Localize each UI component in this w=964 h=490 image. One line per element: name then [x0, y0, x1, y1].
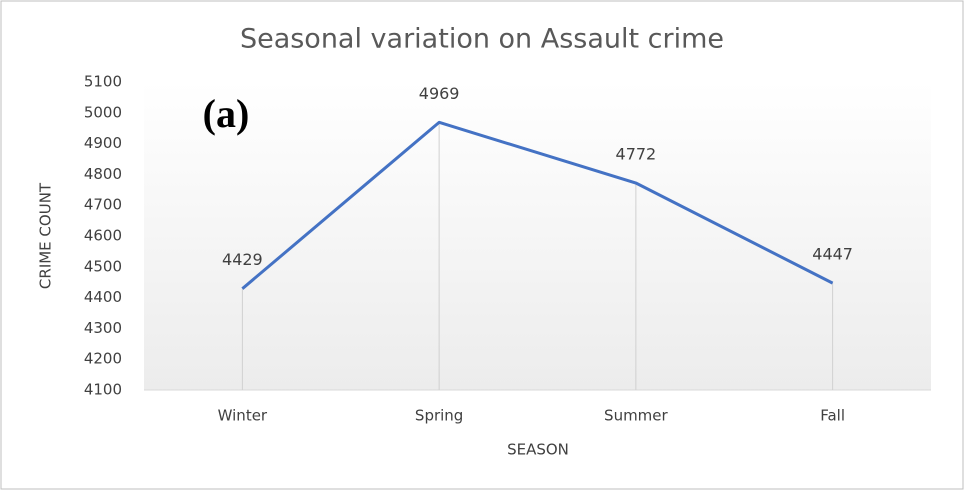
y-tick-label: 4900	[84, 134, 122, 152]
y-tick-label: 4100	[84, 381, 122, 399]
y-tick-label: 4300	[84, 319, 122, 337]
x-tick-label: Summer	[604, 407, 668, 425]
y-tick-label: 4800	[84, 165, 122, 183]
y-axis-label: CRIME COUNT	[37, 182, 55, 289]
y-tick-label: 4700	[84, 196, 122, 214]
annotation: (a)	[203, 91, 250, 136]
data-label: 4772	[616, 145, 657, 164]
y-tick-label: 4600	[84, 227, 122, 245]
x-tick-label: Spring	[415, 407, 463, 425]
y-tick-label: 5100	[84, 73, 122, 91]
x-axis-label: SEASON	[507, 441, 569, 459]
data-label: 4429	[222, 250, 263, 269]
x-tick-label: Winter	[218, 407, 268, 425]
y-tick-label: 4500	[84, 257, 122, 275]
chart-title: Seasonal variation on Assault crime	[240, 24, 724, 55]
y-tick-label: 4200	[84, 350, 122, 368]
data-label: 4969	[419, 84, 460, 103]
y-tick-label: 4400	[84, 288, 122, 306]
data-label: 4447	[812, 245, 853, 264]
y-tick-label: 5000	[84, 103, 122, 121]
series-line	[241, 120, 834, 290]
plot-area	[144, 82, 931, 390]
x-tick-label: Fall	[820, 407, 845, 425]
